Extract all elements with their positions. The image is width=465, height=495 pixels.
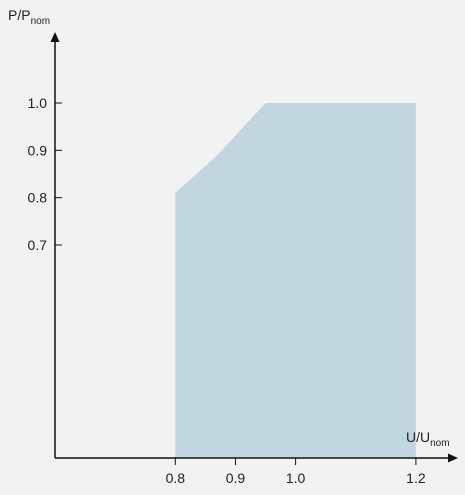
y-tick-label: 0.7	[28, 237, 48, 253]
y-axis-arrow	[50, 32, 60, 42]
x-tick-label: 1.0	[286, 470, 306, 486]
x-axis-label: U/Unom	[406, 429, 450, 449]
y-axis-label-sub: nom	[31, 16, 50, 27]
y-axis-label: P/Pnom	[8, 7, 50, 27]
y-tick-label: 1.0	[28, 95, 48, 111]
x-tick-label: 1.2	[406, 470, 426, 486]
x-tick-label: 0.9	[226, 470, 246, 486]
y-tick-label: 0.8	[28, 190, 48, 206]
x-tick-label: 0.8	[166, 470, 186, 486]
y-ticks: 0.7 0.8 0.9 1.0	[28, 95, 62, 253]
x-axis-label-sub: nom	[430, 438, 449, 449]
y-axis-label-main: P/P	[8, 7, 31, 23]
x-axis-arrow	[448, 453, 458, 463]
x-ticks: 0.8 0.9 1.0 1.2	[166, 458, 426, 486]
y-tick-label: 0.9	[28, 142, 48, 158]
x-axis-label-main: U/U	[406, 429, 430, 445]
operating-region-area	[175, 103, 416, 458]
